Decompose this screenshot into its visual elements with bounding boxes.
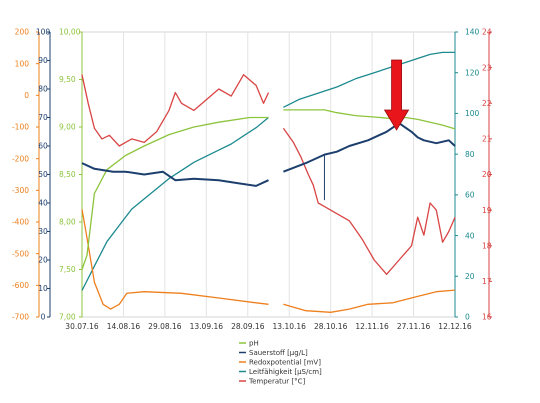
series-line-sauerstoff	[283, 122, 456, 173]
tick-label-sauerstoff: 70	[38, 113, 48, 122]
tick-label-temperatur: 18	[482, 241, 492, 250]
tick-label-sauerstoff: 30	[38, 227, 48, 236]
red-arrow-icon	[383, 59, 410, 131]
tick-label-sauerstoff: 40	[38, 199, 48, 208]
tick-label-temperatur: 24	[482, 28, 492, 37]
tick-label-sauerstoff: 80	[38, 85, 48, 94]
tick-label-ph: 8,50	[59, 170, 76, 179]
tick-label-sauerstoff: 20	[38, 256, 48, 265]
x-tick-label: 30.07.16	[65, 322, 99, 331]
series-line-sauerstoff	[81, 162, 269, 187]
tick-label-ph: 8,00	[59, 218, 76, 227]
x-tick-label: 12.12.16	[438, 322, 472, 331]
x-tick-label: 12.11.16	[355, 322, 389, 331]
tick-label-temperatur: 17	[482, 277, 492, 286]
tick-label-ph: 9,00	[59, 123, 76, 132]
tick-label-sauerstoff: 90	[38, 56, 48, 65]
tick-label-redox: -400	[12, 218, 29, 227]
x-tick-label: 13.10.16	[273, 322, 307, 331]
tick-label-redox: -500	[12, 249, 29, 258]
tick-label-temperatur: 19	[482, 206, 492, 215]
series-line-leitfaehigkeit	[81, 116, 269, 291]
tick-label-leitfaehigkeit: 140	[465, 28, 480, 37]
series-line-leitfaehigkeit	[283, 51, 455, 108]
legend-label: Temperatur [°C]	[248, 378, 306, 386]
series-line-redox	[81, 209, 269, 310]
tick-label-temperatur: 23	[482, 63, 492, 72]
tick-label-leitfaehigkeit: 0	[465, 313, 470, 322]
tick-label-leitfaehigkeit: 40	[465, 231, 475, 240]
legend-label: pH	[249, 340, 259, 348]
x-tick-label: 28.10.16	[314, 322, 348, 331]
tick-label-leitfaehigkeit: 20	[465, 272, 475, 281]
tick-label-ph: 9,50	[59, 75, 76, 84]
tick-label-redox: -600	[12, 281, 29, 290]
series-line-redox	[283, 289, 456, 313]
tick-label-sauerstoff: 60	[38, 142, 48, 151]
tick-label-temperatur: 16	[482, 313, 492, 322]
tick-label-temperatur: 22	[482, 99, 492, 108]
legend-label: Redoxpotential [mV]	[249, 359, 321, 367]
series-line-ph	[283, 109, 456, 130]
tick-label-redox: 0	[24, 91, 29, 100]
x-tick-label: 28.09.16	[231, 322, 265, 331]
tick-label-ph: 10,00	[59, 28, 81, 37]
tick-label-ph: 7,50	[59, 265, 76, 274]
legend-label: Sauerstoff [µg/L]	[249, 349, 308, 357]
tick-label-sauerstoff: 10	[38, 284, 48, 293]
tick-label-redox: 100	[15, 59, 30, 68]
series-layer	[81, 51, 456, 313]
legend-label: Leitfähigkeit [µS/cm]	[249, 368, 322, 376]
x-tick-label: 14.08.16	[107, 322, 141, 331]
axes: 2001000-100-200-300-400-500-600-70010090…	[12, 28, 492, 331]
series-line-ph	[81, 116, 269, 270]
tick-label-redox: -200	[12, 154, 29, 163]
tick-label-sauerstoff: 50	[38, 170, 48, 179]
tick-label-redox: -100	[12, 123, 29, 132]
tick-label-leitfaehigkeit: 60	[465, 191, 475, 200]
tick-label-ph: 7,00	[59, 313, 76, 322]
series-line-temperatur	[282, 127, 456, 275]
tick-label-redox: 200	[15, 28, 30, 37]
x-tick-label: 27.11.16	[397, 322, 431, 331]
tick-label-redox: -300	[12, 186, 29, 195]
tick-label-temperatur: 20	[482, 170, 492, 179]
tick-label-leitfaehigkeit: 120	[465, 68, 480, 77]
tick-label-sauerstoff: 100	[36, 28, 51, 37]
tick-label-redox: -700	[12, 313, 29, 322]
series-line-temperatur	[81, 74, 270, 147]
annotation-layer	[383, 59, 410, 131]
x-tick-label: 29.08.16	[148, 322, 182, 331]
tick-label-temperatur: 21	[482, 135, 492, 144]
tick-label-leitfaehigkeit: 100	[465, 109, 480, 118]
tick-label-leitfaehigkeit: 80	[465, 150, 475, 159]
tick-label-sauerstoff: 0	[41, 313, 46, 322]
x-tick-label: 13.09.16	[190, 322, 224, 331]
